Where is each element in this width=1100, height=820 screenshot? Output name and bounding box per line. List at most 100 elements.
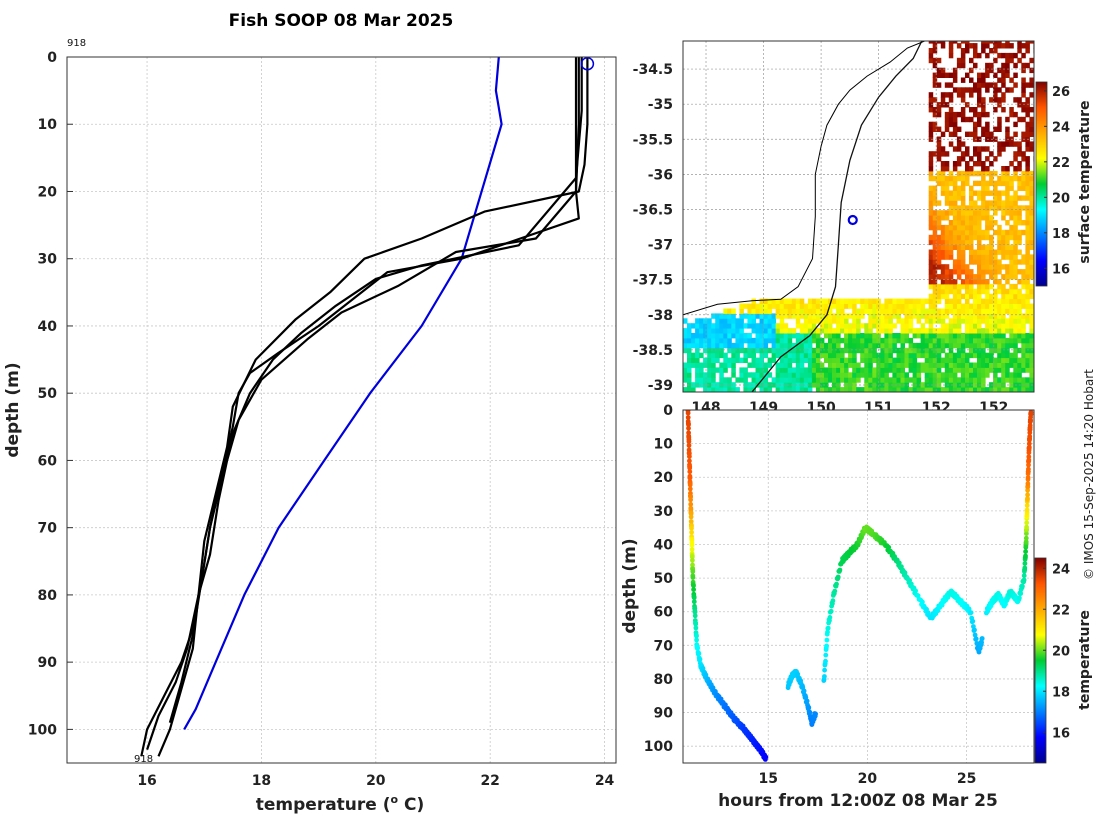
map-sst-cell [969,279,974,285]
map-sst-cell [973,190,978,196]
map-sst-cell [872,387,877,392]
map-sst-cell [735,318,740,324]
map-sst-cell [985,352,990,359]
map-sst-cell [981,72,986,78]
map-sst-cell [997,347,1002,354]
profile-xlabel-suffix: C) [398,795,424,815]
map-sst-cell [747,352,752,359]
map-sst-cell [940,318,946,324]
map-sst-cell [912,367,918,373]
map-sst-cell [1009,254,1014,260]
map-sst-cell [864,337,869,344]
map-sst-cell [888,347,893,354]
map-sst-cell [1013,224,1018,231]
map-sst-cell [860,347,865,354]
map-sst-cell [965,269,970,275]
map-sst-cell [856,387,861,392]
map-sst-cell [985,372,990,378]
map-sst-cell [1005,362,1010,368]
map-sst-cell [932,234,938,241]
map-sst-cell [928,200,934,206]
map-sst-cell [1025,205,1030,211]
map-sst-cell [799,367,805,373]
map-sst-cell [719,347,724,354]
map-sst-cell [711,333,716,339]
map-sst-cell [969,362,974,368]
map-sst-cell [977,318,982,324]
map-sst-cell [952,298,958,304]
map-sst-cell [928,195,934,201]
map-sst-cell [977,283,982,290]
map-sst-cell [997,279,1002,285]
map-sst-cell [799,328,805,334]
map-sst-cell [1005,141,1010,147]
scatter-point-ascent [1020,583,1025,589]
map-sst-cell [795,308,801,314]
map-sst-cell [973,121,978,128]
map-sst-cell [763,298,769,304]
map-sst-cell [1005,318,1010,324]
map-sst-cell [960,239,966,246]
scatter-point-descent [685,410,691,416]
map-sst-cell [940,269,946,275]
map-sst-cell [824,318,829,324]
map-sst-cell [892,342,897,349]
map-sst-cell [1001,82,1006,88]
map-sst-cell [767,372,773,378]
map-sst-cell [872,318,877,324]
map-sst-cell [916,342,922,349]
map-sst-cell [981,77,986,83]
scatter-point-ascent [1025,492,1030,498]
map-sst-cell [783,323,789,329]
map-sst-cell [900,328,905,334]
map-sst-cell [763,308,769,314]
map-grid [683,41,1034,392]
map-sst-cell [985,259,990,265]
map-sst-cell [993,259,998,265]
map-sst-cell [977,362,982,368]
map-sst-cell [1005,244,1010,250]
scatter-point-descent [697,656,703,662]
map-sst-cell [828,352,833,359]
map-sst-cell [940,41,946,44]
map-sst-cell [956,156,962,162]
map-sst-cell [711,382,716,388]
map-sst-cell [973,362,978,368]
scatter-y-tick-label: 10 [654,437,674,453]
map-sst-cell [1017,220,1022,226]
map-sst-cell [824,347,829,354]
map-sst-cell [1001,200,1006,206]
map-sst-cell [952,161,958,167]
map-sst-cell [771,377,777,383]
map-sst-cell [763,328,769,334]
map-sst-cell [948,367,954,373]
map-sst-cell [1013,264,1018,270]
map-sst-cell [868,333,873,339]
map-sst-cell [683,372,688,378]
map-sst-cell [981,342,986,349]
map-sst-cell [920,298,926,304]
map-sst-cell [981,333,986,339]
map-sst-cell [811,382,817,388]
map-sst-cell [952,357,958,363]
map-sst-cell [699,328,704,334]
map-sst-cell [896,333,901,339]
map-sst-cell [687,367,692,373]
map-sst-cell [936,357,942,363]
map-sst-cell [928,333,934,339]
map-sst-cell [932,347,938,354]
map-sst-cell [807,298,813,304]
scatter-point-descent [690,557,695,563]
map-sst-cell [973,151,978,157]
map-sst-cell [848,357,853,363]
map-sst-cell [948,205,954,211]
map-sst-cell [1005,367,1010,373]
map-sst-cell [936,126,942,132]
map-sst-cell [683,367,688,373]
map-sst-cell [956,62,962,69]
map-colorbar-tick-label: 24 [1052,120,1070,135]
map-sst-cell [856,372,861,378]
map-sst-cell [715,323,720,329]
map-sst-cell [1017,102,1022,108]
map-sst-cell [803,333,809,339]
